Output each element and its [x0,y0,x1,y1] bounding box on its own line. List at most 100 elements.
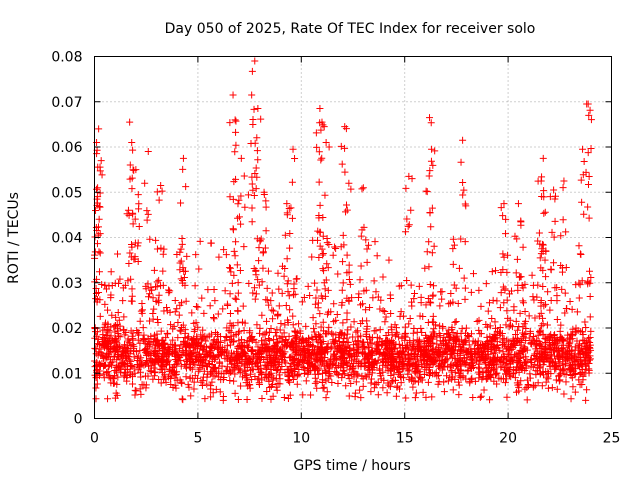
data-point [357,262,365,270]
data-point [513,359,521,367]
data-point [271,328,279,336]
data-point [144,210,152,218]
data-point [173,376,181,384]
x-tick-label: 20 [499,431,517,447]
data-point [95,215,103,223]
data-point [455,264,463,272]
data-point [367,388,375,396]
data-point [338,329,346,337]
data-point [491,371,499,379]
data-point [392,324,400,332]
data-point [247,347,255,355]
data-point [525,382,533,390]
data-point [159,267,167,275]
data-point [484,307,492,315]
data-point [268,359,276,367]
data-point [376,326,384,334]
data-point [323,362,331,370]
data-point [506,316,514,324]
data-point [92,395,100,403]
data-point [388,378,396,386]
data-point [578,381,586,389]
data-point [230,271,238,279]
data-point [348,294,356,302]
data-point [307,391,315,399]
data-point [559,336,567,344]
data-point [449,386,457,394]
data-point [571,346,579,354]
data-point [173,351,181,359]
data-point [147,349,155,357]
data-point [399,312,407,320]
data-point [224,302,232,310]
data-point [179,165,187,173]
data-point [254,276,262,284]
data-point [270,336,278,344]
data-point [184,381,192,389]
data-point [363,332,371,340]
data-point [511,340,519,348]
data-point [476,393,484,401]
data-point [497,289,505,297]
data-point [268,347,276,355]
data-point [373,252,381,260]
data-point [471,338,479,346]
data-point [93,380,101,388]
data-point [143,348,151,356]
data-point [532,367,540,375]
data-point [537,299,545,307]
data-point [95,125,103,133]
data-point [237,220,245,228]
data-point [254,343,262,351]
data-point [284,288,292,296]
data-point [285,292,293,300]
data-point [317,156,325,164]
data-point [310,325,318,333]
data-point [267,297,275,305]
data-point [200,345,208,353]
data-point [226,319,234,327]
data-point [223,342,231,350]
data-point [465,333,473,341]
data-point [311,279,319,287]
data-point [248,335,256,343]
data-point [350,318,358,326]
data-point [342,382,350,390]
data-point [347,185,355,193]
data-point [402,394,410,402]
grid-layer [94,56,612,419]
data-point [143,359,151,367]
data-point [273,386,281,394]
data-point [431,147,439,155]
data-point [280,272,288,280]
data-point [289,321,297,329]
data-point [522,325,530,333]
data-point [542,344,550,352]
data-point [562,349,570,357]
data-point [252,266,260,274]
data-point [385,356,393,364]
data-point [357,320,365,328]
data-point [570,352,578,360]
data-point [226,377,234,385]
data-point [343,360,351,368]
data-point [429,161,437,169]
data-point [228,349,235,357]
data-point [174,319,182,327]
data-point [253,321,261,329]
data-point [215,364,223,372]
data-point [343,206,351,214]
data-point [399,347,407,355]
data-point [464,366,472,374]
data-point [382,358,390,366]
data-point [360,287,368,295]
data-point [349,363,357,371]
data-point [414,378,422,386]
data-point [511,374,519,382]
data-point [504,350,512,358]
chart-title: Day 050 of 2025, Rate Of TEC Index for r… [165,21,536,37]
data-point [144,280,152,288]
data-point [251,139,259,147]
data-point [125,339,133,347]
data-point [226,368,234,376]
